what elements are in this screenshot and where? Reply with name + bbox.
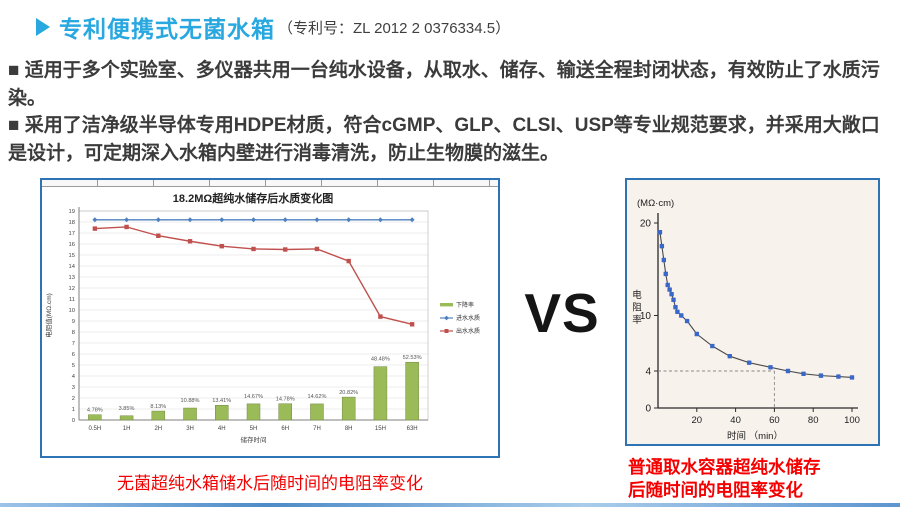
svg-text:14.78%: 14.78% bbox=[276, 397, 295, 403]
left-chart-panel: 0 1 2 3 4 5 6 7 8 9 10 11 12 13 14 15 16 17 18 19 0.5H 1H 2H 3H… bbox=[40, 178, 500, 458]
svg-text:14.62%: 14.62% bbox=[307, 394, 326, 400]
resistivity-decay-curve bbox=[657, 230, 855, 380]
svg-text:1H: 1H bbox=[123, 426, 131, 432]
svg-text:时间 （min）: 时间 （min） bbox=[727, 430, 783, 442]
svg-text:20.82%: 20.82% bbox=[339, 390, 358, 396]
body-text: ■ 适用于多个实验室、多仪器共用一台纯水设备，从取水、储存、输送全程封闭状态，有… bbox=[8, 57, 896, 167]
svg-text:7H: 7H bbox=[313, 426, 321, 432]
svg-text:(MΩ·cm): (MΩ·cm) bbox=[637, 198, 674, 209]
svg-text:19: 19 bbox=[69, 209, 75, 215]
svg-text:18.2MΩ超纯水储存后水质变化图: 18.2MΩ超纯水储存后水质变化图 bbox=[173, 191, 333, 205]
right-caption-line2: 后随时间的电阻率变化 bbox=[628, 480, 803, 500]
svg-text:2H: 2H bbox=[154, 426, 162, 432]
svg-text:60: 60 bbox=[769, 415, 780, 426]
svg-text:100: 100 bbox=[844, 415, 860, 426]
svg-text:1: 1 bbox=[72, 407, 75, 413]
title-arrow-icon bbox=[36, 18, 50, 36]
svg-text:40: 40 bbox=[730, 415, 741, 426]
svg-text:储存时间: 储存时间 bbox=[241, 435, 267, 444]
svg-text:4: 4 bbox=[72, 374, 76, 380]
svg-text:8: 8 bbox=[72, 330, 75, 336]
svg-text:阻: 阻 bbox=[632, 303, 642, 314]
left-chart-caption: 无菌超纯水箱储水后随时间的电阻率变化 bbox=[117, 474, 423, 493]
svg-text:15H: 15H bbox=[375, 426, 386, 432]
patent-number: （专利号：ZL 2012 2 0376334.5） bbox=[278, 19, 511, 37]
svg-text:14.67%: 14.67% bbox=[244, 394, 263, 400]
line-series-inlet-quality bbox=[92, 217, 415, 223]
svg-text:电: 电 bbox=[632, 289, 642, 301]
svg-text:9: 9 bbox=[72, 319, 75, 325]
svg-text:5: 5 bbox=[72, 363, 75, 369]
svg-text:电阻值(MΩ.cm): 电阻值(MΩ.cm) bbox=[44, 293, 53, 338]
svg-text:3: 3 bbox=[72, 385, 75, 391]
svg-text:10: 10 bbox=[69, 308, 75, 314]
bullet-1: ■ 适用于多个实验室、多仪器共用一台纯水设备，从取水、储存、输送全程封闭状态，有… bbox=[8, 60, 880, 109]
right-chart-panel: 0 4 10 20 20 40 60 80 100 (MΩ·cm) 电阻率时间 （min） bbox=[625, 178, 880, 446]
svg-text:4: 4 bbox=[645, 367, 651, 378]
svg-text:18: 18 bbox=[69, 220, 75, 226]
excel-top-strip bbox=[42, 180, 498, 187]
svg-text:0.5H: 0.5H bbox=[89, 426, 102, 432]
svg-text:8.13%: 8.13% bbox=[150, 404, 166, 410]
svg-text:80: 80 bbox=[808, 415, 819, 426]
svg-text:5H: 5H bbox=[250, 426, 258, 432]
gridlines bbox=[79, 210, 428, 421]
svg-text:13.41%: 13.41% bbox=[212, 398, 231, 404]
svg-text:14: 14 bbox=[69, 264, 76, 270]
svg-text:20: 20 bbox=[692, 415, 703, 426]
svg-text:20: 20 bbox=[640, 219, 652, 230]
page-title: 专利便携式无菌水箱 bbox=[59, 16, 275, 42]
svg-text:8H: 8H bbox=[345, 426, 353, 432]
svg-text:率: 率 bbox=[632, 314, 642, 326]
right-caption-line1: 普通取水容器超纯水储存 bbox=[628, 457, 821, 477]
right-chart-caption: 普通取水容器超纯水储存 后随时间的电阻率变化 bbox=[628, 456, 890, 502]
svg-text:48.48%: 48.48% bbox=[371, 357, 390, 363]
svg-text:0: 0 bbox=[72, 418, 75, 424]
vs-label: VS bbox=[524, 282, 600, 344]
svg-text:52.53%: 52.53% bbox=[403, 355, 422, 361]
svg-text:10.88%: 10.88% bbox=[181, 398, 200, 404]
svg-text:6: 6 bbox=[72, 352, 75, 358]
svg-text:15: 15 bbox=[69, 253, 75, 259]
svg-text:4H: 4H bbox=[218, 426, 226, 432]
svg-text:17: 17 bbox=[69, 231, 75, 237]
bullet-2: ■ 采用了洁净级半导体专用HDPE材质，符合cGMP、GLP、CLSI、USP等… bbox=[8, 115, 880, 164]
svg-text:进水水质: 进水水质 bbox=[456, 314, 480, 322]
svg-text:6H: 6H bbox=[281, 426, 289, 432]
svg-text:16: 16 bbox=[69, 242, 75, 248]
bottom-accent-bar bbox=[0, 503, 900, 507]
svg-text:出水水质: 出水水质 bbox=[456, 327, 480, 335]
svg-text:12: 12 bbox=[69, 286, 75, 292]
svg-text:11: 11 bbox=[69, 297, 75, 303]
svg-text:4.78%: 4.78% bbox=[87, 408, 103, 414]
svg-text:3H: 3H bbox=[186, 426, 194, 432]
svg-text:10: 10 bbox=[640, 311, 652, 322]
line-series-outlet-quality bbox=[92, 224, 415, 327]
svg-text:63H: 63H bbox=[407, 426, 418, 432]
header: 专利便携式无菌水箱 （专利号：ZL 2012 2 0376334.5） bbox=[36, 10, 510, 44]
svg-text:0: 0 bbox=[645, 404, 651, 415]
svg-text:3.85%: 3.85% bbox=[119, 406, 135, 412]
svg-text:7: 7 bbox=[72, 341, 75, 347]
bar-series-decline-rate: 4.78% 3.85% 8.13% 10.88% 13.41% 14.67% 14.78% 1… bbox=[87, 355, 422, 421]
svg-text:下降率: 下降率 bbox=[456, 301, 474, 309]
svg-text:13: 13 bbox=[69, 275, 75, 281]
svg-text:2: 2 bbox=[72, 396, 75, 402]
